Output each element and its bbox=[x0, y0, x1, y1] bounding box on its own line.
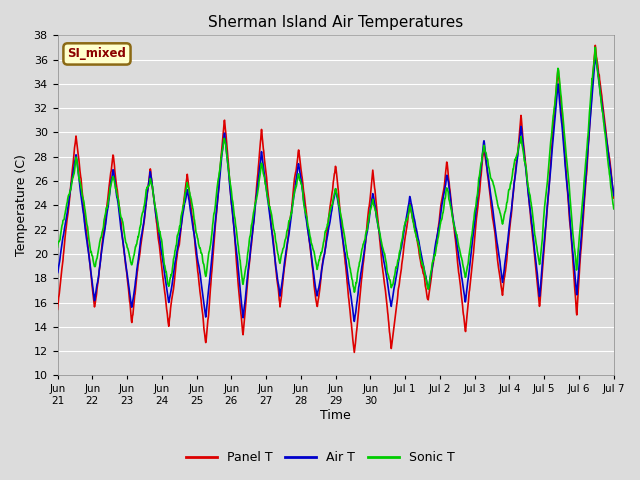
Panel T bbox=[54, 306, 61, 312]
Sonic T bbox=[604, 152, 611, 158]
Air T bbox=[610, 192, 618, 198]
Sonic T bbox=[548, 121, 556, 127]
Title: Sherman Island Air Temperatures: Sherman Island Air Temperatures bbox=[208, 15, 463, 30]
Air T bbox=[54, 270, 61, 276]
Panel T bbox=[610, 195, 618, 201]
Air T bbox=[604, 142, 611, 147]
Panel T bbox=[321, 247, 329, 253]
X-axis label: Time: Time bbox=[320, 409, 351, 422]
Text: SI_mixed: SI_mixed bbox=[68, 48, 127, 60]
Panel T bbox=[467, 274, 475, 279]
Sonic T bbox=[467, 238, 475, 243]
Y-axis label: Temperature (C): Temperature (C) bbox=[15, 155, 28, 256]
Air T bbox=[321, 248, 329, 254]
Panel T bbox=[604, 141, 611, 146]
Air T bbox=[310, 276, 318, 281]
Sonic T bbox=[141, 202, 148, 207]
Sonic T bbox=[351, 289, 358, 295]
Sonic T bbox=[591, 44, 599, 50]
Air T bbox=[591, 53, 599, 59]
Line: Air T: Air T bbox=[58, 56, 614, 322]
Line: Sonic T: Sonic T bbox=[58, 47, 614, 292]
Sonic T bbox=[321, 230, 329, 236]
Air T bbox=[548, 143, 556, 148]
Panel T bbox=[310, 286, 318, 291]
Panel T bbox=[351, 349, 358, 355]
Panel T bbox=[591, 42, 599, 48]
Line: Panel T: Panel T bbox=[58, 45, 614, 352]
Panel T bbox=[548, 134, 556, 140]
Air T bbox=[467, 251, 475, 256]
Sonic T bbox=[54, 244, 61, 250]
Legend: Panel T, Air T, Sonic T: Panel T, Air T, Sonic T bbox=[180, 446, 460, 469]
Sonic T bbox=[310, 251, 318, 257]
Sonic T bbox=[610, 206, 618, 212]
Air T bbox=[351, 319, 358, 324]
Panel T bbox=[141, 216, 148, 222]
Air T bbox=[141, 214, 148, 219]
